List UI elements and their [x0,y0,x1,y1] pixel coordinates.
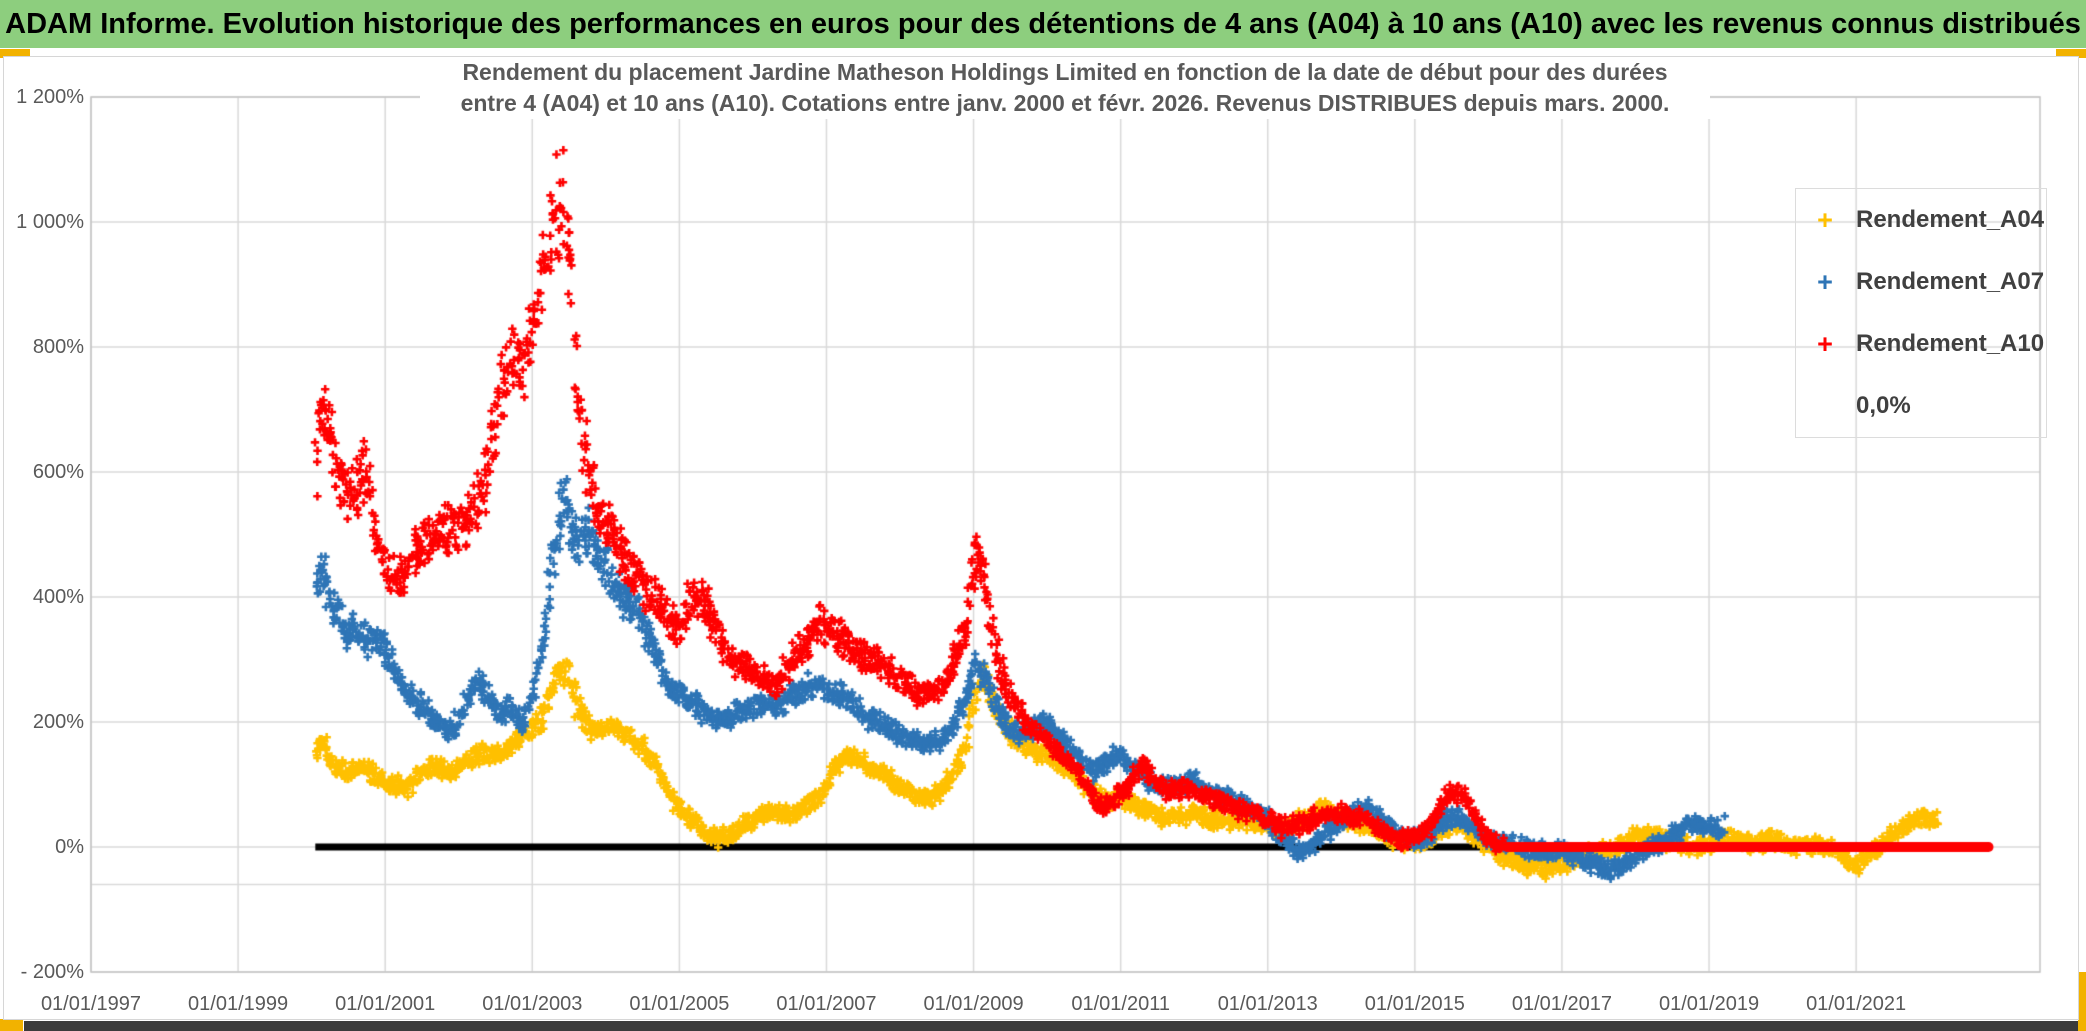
y-axis-tick-label: 0% [55,836,84,858]
y-axis-tick-label: 800% [32,336,84,358]
legend-item-rendement-a10[interactable]: + Rendement_A10 [1808,330,2046,358]
plus-marker-icon: + [1817,329,1833,359]
x-axis-tick-label: 01/01/2007 [776,993,877,1015]
legend-label: Rendement_A10 [1856,330,2045,357]
y-axis-tick-label: 1 000% [16,211,84,233]
x-axis-tick-label: 01/01/1997 [40,993,142,1015]
plus-marker-icon: + [1817,267,1833,297]
legend-item-rendement-a04[interactable]: + Rendement_A04 [1808,206,2046,234]
y-axis-tick-label: - 200% [20,961,84,983]
y-axis-tick-label: 600% [32,461,84,483]
x-axis-tick-label: 01/01/2021 [1806,993,1907,1015]
legend-label: Rendement_A07 [1856,268,2045,295]
x-axis-tick-label: 01/01/2009 [923,993,1024,1015]
legend-label: 0,0% [1856,392,1911,419]
y-axis-tick-label: 1 200% [16,86,84,108]
x-axis-tick-label: 01/01/2003 [482,993,583,1015]
y-axis-tick-label: 200% [32,711,84,733]
x-axis-tick-label: 01/01/2013 [1217,993,1318,1015]
chart-subtitle: Rendement du placement Jardine Matheson … [420,57,1710,119]
x-axis-tick-label: 01/01/2011 [1071,993,1170,1015]
x-axis-tick-label: 01/01/2005 [629,993,730,1015]
chart-legend: + Rendement_A04 + Rendement_A07 + Rendem… [1795,188,2047,438]
x-axis-tick-label: 01/01/1999 [188,993,289,1015]
x-axis-tick-label: 01/01/2001 [335,993,436,1015]
legend-item-zero-line[interactable]: 0,0% [1808,392,2046,420]
x-axis-tick-label: 01/01/2019 [1658,993,1760,1015]
x-axis-tick-label: 01/01/2017 [1511,993,1612,1015]
x-axis-tick-label: 01/01/2015 [1364,993,1465,1015]
plus-marker-icon: + [1817,205,1833,235]
legend-item-rendement-a07[interactable]: + Rendement_A07 [1808,268,2046,296]
chart-subtitle-line1: Rendement du placement Jardine Matheson … [462,59,1668,85]
chart-subtitle-line2: entre 4 (A04) et 10 ans (A10). Cotations… [460,90,1670,116]
y-axis-tick-label: 400% [32,586,84,608]
legend-label: Rendement_A04 [1856,206,2045,233]
